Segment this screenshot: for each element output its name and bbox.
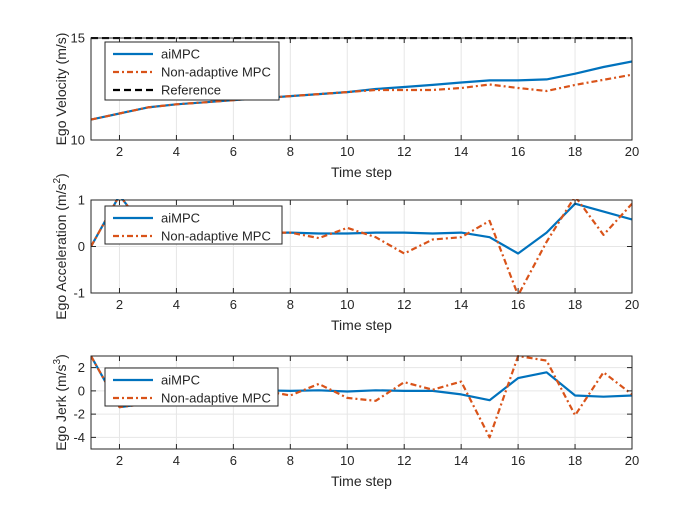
x-tick-label: 4: [173, 297, 180, 312]
x-tick-label: 2: [116, 144, 123, 159]
x-tick-label: 10: [340, 453, 354, 468]
x-tick-label: 10: [340, 297, 354, 312]
x-tick-label: 10: [340, 144, 354, 159]
legend-label: Reference: [161, 83, 221, 98]
x-tick-label: 20: [625, 453, 639, 468]
y-tick-label: 2: [78, 360, 85, 375]
x-tick-label: 18: [568, 297, 582, 312]
x-tick-label: 2: [116, 453, 123, 468]
legend: aiMPC Non-adaptive MPC Reference: [104, 41, 280, 101]
x-tick-label: 8: [287, 144, 294, 159]
y-tick-label: 15: [71, 31, 85, 46]
legend: aiMPC Non-adaptive MPC: [104, 205, 283, 245]
legend-label: Non-adaptive MPC: [161, 65, 271, 80]
series-line-non-adaptive-mpc: [91, 73, 632, 121]
x-tick-label: 6: [230, 144, 237, 159]
legend-label: aiMPC: [161, 211, 200, 226]
x-tick-label: 12: [397, 297, 411, 312]
x-tick-label: 8: [287, 297, 294, 312]
legend-label: Non-adaptive MPC: [161, 229, 271, 244]
legend-box: [104, 41, 280, 101]
legend-box: [104, 367, 279, 407]
y-tick-label: -2: [73, 407, 85, 422]
subplot-velocity: 2 4 6 8 10 12 14 16 18 20 10 15 Time step Ego Velocit…: [53, 31, 639, 181]
y-tick-label: 0: [78, 239, 85, 254]
y-tick-label: -4: [73, 430, 85, 445]
x-tick-label: 18: [568, 453, 582, 468]
x-tick-label: 4: [173, 144, 180, 159]
x-tick-label: 2: [116, 297, 123, 312]
legend-label: aiMPC: [161, 373, 200, 388]
axes-box: [90, 355, 633, 450]
x-tick-label: 20: [625, 297, 639, 312]
y-axis-label: Ego Velocity (m/s): [53, 33, 69, 146]
x-tick-label: 6: [230, 453, 237, 468]
x-tick-label: 14: [454, 453, 468, 468]
x-axis-label: Time step: [331, 317, 392, 333]
series-line-aimpc: [91, 60, 632, 121]
y-axis-label: Ego Jerk (m/s3): [52, 354, 69, 451]
legend-label: aiMPC: [161, 47, 200, 62]
x-tick-label: 12: [397, 144, 411, 159]
axes-box: [90, 37, 633, 141]
x-tick-label: 8: [287, 453, 294, 468]
y-axis-label: Ego Acceleration (m/s2): [52, 173, 69, 319]
legend-box: [104, 205, 283, 245]
x-tick-label: 4: [173, 453, 180, 468]
series-line-non-adaptive-mpc: [91, 199, 632, 294]
y-tick-label: 10: [71, 133, 85, 148]
x-axis-label: Time step: [331, 164, 392, 180]
x-tick-label: 20: [625, 144, 639, 159]
legend-label: Non-adaptive MPC: [161, 391, 271, 406]
x-tick-label: 6: [230, 297, 237, 312]
x-tick-label: 14: [454, 297, 468, 312]
x-tick-label: 12: [397, 453, 411, 468]
x-axis-label: Time step: [331, 473, 392, 489]
subplot-jerk: 2 4 6 8 10 12 14 16 18 20 -4 -2 0 2 Time step Ego Jerk …: [52, 354, 639, 489]
y-tick-label: -1: [73, 286, 85, 301]
x-tick-label: 14: [454, 144, 468, 159]
y-tick-label: 1: [78, 193, 85, 208]
subplot-acceleration: 2 4 6 8 10 12 14 16 18 20 -1 0 1 Time step Ego Acceler…: [52, 173, 639, 333]
x-tick-label: 18: [568, 144, 582, 159]
x-tick-label: 16: [511, 297, 525, 312]
y-tick-label: 0: [78, 383, 85, 398]
legend: aiMPC Non-adaptive MPC: [104, 367, 279, 407]
x-tick-label: 16: [511, 144, 525, 159]
x-tick-label: 16: [511, 453, 525, 468]
